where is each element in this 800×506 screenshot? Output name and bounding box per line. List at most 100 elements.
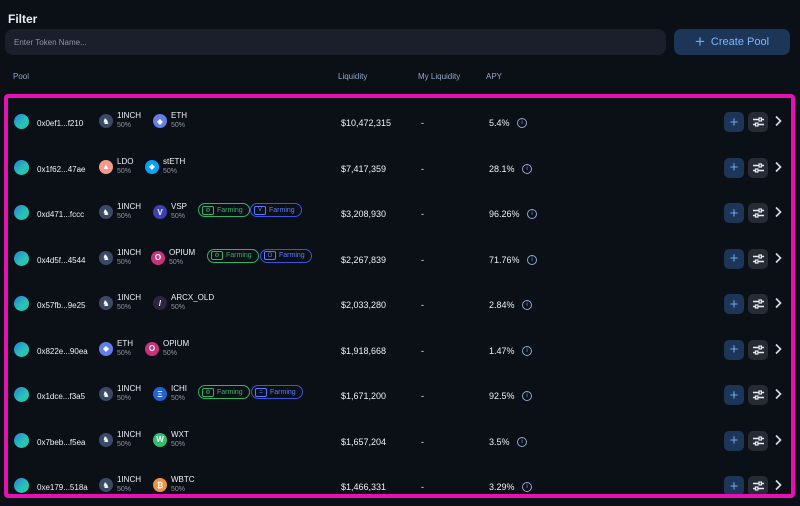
add-liquidity-button[interactable]: + bbox=[724, 476, 744, 494]
add-liquidity-button[interactable]: + bbox=[724, 294, 744, 314]
create-pool-button[interactable]: + Create Pool bbox=[674, 29, 790, 55]
apy-value: 1.47% bbox=[489, 345, 515, 356]
token-b: ₿ WBTC 50% bbox=[153, 475, 195, 494]
liquidity-value: $10,472,315 bbox=[341, 118, 392, 128]
apy-value: 96.26% bbox=[489, 209, 520, 219]
chevron-right-icon[interactable] bbox=[774, 433, 782, 451]
settings-button[interactable] bbox=[748, 430, 768, 451]
farming-icon: ⚙ bbox=[202, 387, 214, 397]
pool-address[interactable]: 0xd471...fccc bbox=[37, 210, 85, 219]
add-liquidity-button[interactable]: + bbox=[724, 385, 744, 405]
info-icon[interactable]: i bbox=[522, 163, 532, 174]
info-icon[interactable]: i bbox=[522, 345, 532, 356]
add-liquidity-button[interactable]: + bbox=[724, 112, 744, 132]
info-icon[interactable]: i bbox=[527, 254, 537, 265]
token-text: WBTC 50% bbox=[171, 475, 195, 494]
token-symbol: ICHI bbox=[171, 384, 187, 393]
settings-button[interactable] bbox=[748, 476, 768, 494]
chevron-right-icon[interactable] bbox=[774, 114, 782, 132]
farming-label: Farming bbox=[270, 388, 296, 396]
token-b: O OPIUM 50% bbox=[151, 248, 195, 268]
info-icon[interactable]: i bbox=[517, 436, 527, 447]
header-my-liquidity[interactable]: My Liquidity bbox=[418, 72, 461, 81]
table-row[interactable]: 0x822e...90ea ◆ ETH 50% O OPIUM 50% $1,918,668-… bbox=[8, 328, 791, 373]
token-a: ♞ 1INCH 50% bbox=[99, 475, 141, 494]
token-symbol: ARCX_OLD bbox=[171, 293, 215, 302]
header-pool[interactable]: Pool bbox=[13, 72, 30, 81]
chevron-right-icon[interactable] bbox=[774, 478, 782, 494]
add-liquidity-button[interactable]: + bbox=[724, 339, 744, 360]
info-icon[interactable]: i bbox=[517, 118, 527, 128]
farming-badge[interactable]: Ξ Farming bbox=[251, 385, 303, 399]
table-row[interactable]: 0x1f62...47ae ▲ LDO 50% ◆ stETH 50% $7,417,359-… bbox=[8, 146, 791, 191]
pool-icon bbox=[14, 387, 29, 402]
token-weight: 50% bbox=[117, 395, 132, 402]
my-liquidity-value: - bbox=[421, 345, 424, 356]
token-text: OPIUM 50% bbox=[169, 248, 195, 268]
add-liquidity-button[interactable]: + bbox=[724, 157, 744, 178]
chevron-right-icon[interactable] bbox=[774, 342, 782, 360]
info-icon[interactable]: i bbox=[527, 209, 537, 219]
table-row[interactable]: 0x1dce...f3a5 ♞ 1INCH 50% Ξ ICHI 50% ⚙ Farming Ξ F… bbox=[8, 373, 791, 418]
chevron-right-icon[interactable] bbox=[774, 387, 782, 405]
info-icon[interactable]: i bbox=[522, 391, 532, 401]
pool-address[interactable]: 0x822e...90ea bbox=[37, 346, 88, 356]
settings-button[interactable] bbox=[748, 248, 768, 269]
pool-address[interactable]: 0x1dce...f3a5 bbox=[37, 392, 86, 401]
table-row[interactable]: 0x4d5f...4544 ♞ 1INCH 50% O OPIUM 50% ⚙ Farming O… bbox=[8, 237, 791, 282]
my-liquidity-value: - bbox=[421, 163, 424, 174]
pool-address[interactable]: 0x57fb...9e25 bbox=[37, 301, 86, 310]
token-symbol: ETH bbox=[117, 338, 133, 348]
add-liquidity-button[interactable]: + bbox=[724, 248, 744, 269]
token-search-input[interactable] bbox=[5, 29, 666, 55]
token-text: OPIUM 50% bbox=[163, 339, 189, 359]
add-liquidity-button[interactable]: + bbox=[724, 430, 744, 451]
liquidity-value: $2,267,839 bbox=[341, 254, 387, 265]
farming-icon: O bbox=[264, 251, 276, 260]
1inch-icon: ♞ bbox=[99, 478, 113, 492]
table-row[interactable]: 0xe179...518a ♞ 1INCH 50% ₿ WBTC 50% $1,466,331… bbox=[8, 464, 791, 494]
settings-button[interactable] bbox=[748, 203, 768, 223]
settings-button[interactable] bbox=[748, 294, 768, 314]
settings-button[interactable] bbox=[748, 385, 768, 405]
token-weight: 50% bbox=[117, 304, 132, 311]
farming-badge[interactable]: ⚙ Farming bbox=[198, 203, 250, 217]
farming-badge[interactable]: O Farming bbox=[260, 248, 312, 263]
pool-address[interactable]: 0x4d5f...4544 bbox=[37, 255, 86, 265]
chevron-right-icon[interactable] bbox=[774, 160, 782, 178]
token-text: 1INCH 50% bbox=[117, 293, 141, 313]
add-liquidity-button[interactable]: + bbox=[724, 203, 744, 223]
apy-value: 3.29% bbox=[489, 482, 515, 492]
ldo-icon: ▲ bbox=[99, 159, 113, 174]
header-liquidity[interactable]: Liquidity bbox=[338, 72, 368, 81]
pool-address[interactable]: 0x7beb...f5ea bbox=[37, 437, 86, 447]
table-row[interactable]: 0x7beb...f5ea ♞ 1INCH 50% W WXT 50% $1,657,204-… bbox=[8, 419, 791, 464]
farming-badge[interactable]: V Farming bbox=[250, 203, 302, 217]
settings-button[interactable] bbox=[748, 157, 768, 178]
info-icon[interactable]: i bbox=[522, 300, 532, 310]
my-liquidity-value: - bbox=[421, 436, 424, 447]
table-row[interactable]: 0xd471...fccc ♞ 1INCH 50% V VSP 50% ⚙ Farming V Fa… bbox=[8, 191, 791, 236]
header-apy[interactable]: APY bbox=[486, 72, 503, 81]
token-weight: 50% bbox=[171, 122, 186, 129]
chevron-right-icon[interactable] bbox=[774, 296, 782, 314]
token-weight: 50% bbox=[117, 349, 132, 357]
settings-button[interactable] bbox=[748, 339, 768, 360]
info-icon[interactable]: i bbox=[522, 482, 532, 492]
farming-badge[interactable]: ⚙ Farming bbox=[207, 248, 259, 263]
token-b: ◆ ETH 50% bbox=[153, 111, 187, 131]
pool-icon bbox=[14, 250, 29, 266]
pool-address[interactable]: 0x0ef1...f210 bbox=[37, 119, 84, 128]
settings-button[interactable] bbox=[748, 112, 768, 132]
ichi-icon: Ξ bbox=[153, 387, 167, 401]
1inch-icon: ♞ bbox=[99, 114, 113, 128]
pool-address[interactable]: 0x1f62...47ae bbox=[37, 164, 86, 174]
pool-icon bbox=[14, 432, 29, 448]
table-row[interactable]: 0x57fb...9e25 ♞ 1INCH 50% / ARCX_OLD 50% $2,033… bbox=[8, 282, 791, 327]
pool-address[interactable]: 0xe179...518a bbox=[37, 483, 88, 492]
chevron-right-icon[interactable] bbox=[774, 251, 782, 269]
chevron-right-icon[interactable] bbox=[774, 205, 782, 223]
arcx-icon: / bbox=[153, 296, 167, 310]
table-row[interactable]: 0x0ef1...f210 ♞ 1INCH 50% ◆ ETH 50% $10,472,315… bbox=[8, 100, 791, 145]
farming-badge[interactable]: ⚙ Farming bbox=[198, 385, 250, 399]
